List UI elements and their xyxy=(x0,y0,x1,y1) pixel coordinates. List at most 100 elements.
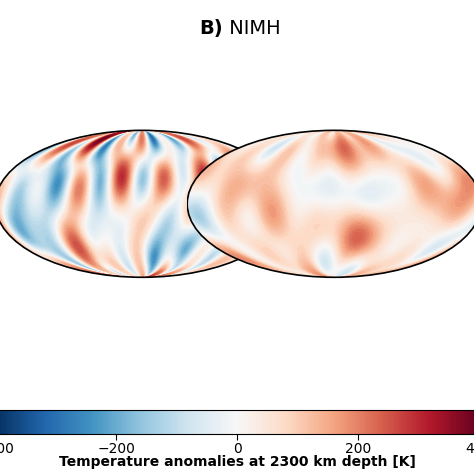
Point xyxy=(138,200,146,208)
Point xyxy=(138,200,146,208)
Point xyxy=(138,200,146,208)
Point xyxy=(330,200,338,208)
Point xyxy=(138,200,146,208)
Point xyxy=(330,200,338,208)
Point xyxy=(330,200,338,208)
Point xyxy=(138,200,146,208)
Point xyxy=(330,200,338,208)
Point xyxy=(138,200,146,208)
Point xyxy=(330,200,338,208)
Point xyxy=(138,200,146,208)
Point xyxy=(330,200,338,208)
Point xyxy=(330,200,338,208)
Point xyxy=(138,200,146,208)
Point xyxy=(330,200,338,208)
Point xyxy=(138,200,146,208)
Point xyxy=(330,200,338,208)
Point xyxy=(330,200,338,208)
Point xyxy=(330,200,338,208)
Point xyxy=(330,200,338,208)
Point xyxy=(330,200,338,208)
Point xyxy=(330,200,338,208)
Point xyxy=(138,200,146,208)
Point xyxy=(138,200,146,208)
Point xyxy=(330,200,338,208)
Point xyxy=(330,200,338,208)
Point xyxy=(138,200,146,208)
Point xyxy=(330,200,338,208)
Point xyxy=(138,200,146,208)
Point xyxy=(138,200,146,208)
Point xyxy=(138,200,146,208)
Point xyxy=(330,200,338,208)
Point xyxy=(330,200,338,208)
Point xyxy=(330,200,338,208)
Point xyxy=(138,200,146,208)
Text: Temperature anomalies at 2300 km depth [K]: Temperature anomalies at 2300 km depth [… xyxy=(59,455,415,469)
Point xyxy=(330,200,338,208)
Point xyxy=(330,200,338,208)
Point xyxy=(330,200,338,208)
Point xyxy=(138,200,146,208)
Point xyxy=(330,200,338,208)
Point xyxy=(330,200,338,208)
Point xyxy=(330,200,338,208)
Text: NIMH: NIMH xyxy=(223,19,281,38)
Point xyxy=(138,200,146,208)
Point xyxy=(330,200,338,208)
Point xyxy=(138,200,146,208)
Point xyxy=(138,200,146,208)
Point xyxy=(330,200,338,208)
Point xyxy=(330,200,338,208)
Point xyxy=(330,200,338,208)
Point xyxy=(330,200,338,208)
Point xyxy=(138,200,146,208)
Point xyxy=(330,200,338,208)
Point xyxy=(138,200,146,208)
Point xyxy=(330,200,338,208)
Point xyxy=(330,200,338,208)
Point xyxy=(330,200,338,208)
Point xyxy=(138,200,146,208)
Text: B): B) xyxy=(199,19,223,38)
Point xyxy=(330,200,338,208)
Point xyxy=(330,200,338,208)
Point xyxy=(330,200,338,208)
Point xyxy=(138,200,146,208)
Point xyxy=(330,200,338,208)
Point xyxy=(138,200,146,208)
Point xyxy=(330,200,338,208)
Point xyxy=(138,200,146,208)
Point xyxy=(138,200,146,208)
Point xyxy=(330,200,338,208)
Point xyxy=(330,200,338,208)
Point xyxy=(330,200,338,208)
Point xyxy=(330,200,338,208)
Point xyxy=(138,200,146,208)
Point xyxy=(330,200,338,208)
Point xyxy=(138,200,146,208)
Point xyxy=(330,200,338,208)
Point xyxy=(330,200,338,208)
Point xyxy=(330,200,338,208)
Point xyxy=(138,200,146,208)
Point xyxy=(330,200,338,208)
Point xyxy=(330,200,338,208)
Point xyxy=(330,200,338,208)
Point xyxy=(138,200,146,208)
Point xyxy=(138,200,146,208)
Point xyxy=(330,200,338,208)
Point xyxy=(330,200,338,208)
Point xyxy=(330,200,338,208)
Point xyxy=(330,200,338,208)
Point xyxy=(138,200,146,208)
Point xyxy=(330,200,338,208)
Point xyxy=(138,200,146,208)
Point xyxy=(138,200,146,208)
Point xyxy=(138,200,146,208)
Point xyxy=(330,200,338,208)
Point xyxy=(138,200,146,208)
Point xyxy=(138,200,146,208)
Point xyxy=(138,200,146,208)
Point xyxy=(330,200,338,208)
